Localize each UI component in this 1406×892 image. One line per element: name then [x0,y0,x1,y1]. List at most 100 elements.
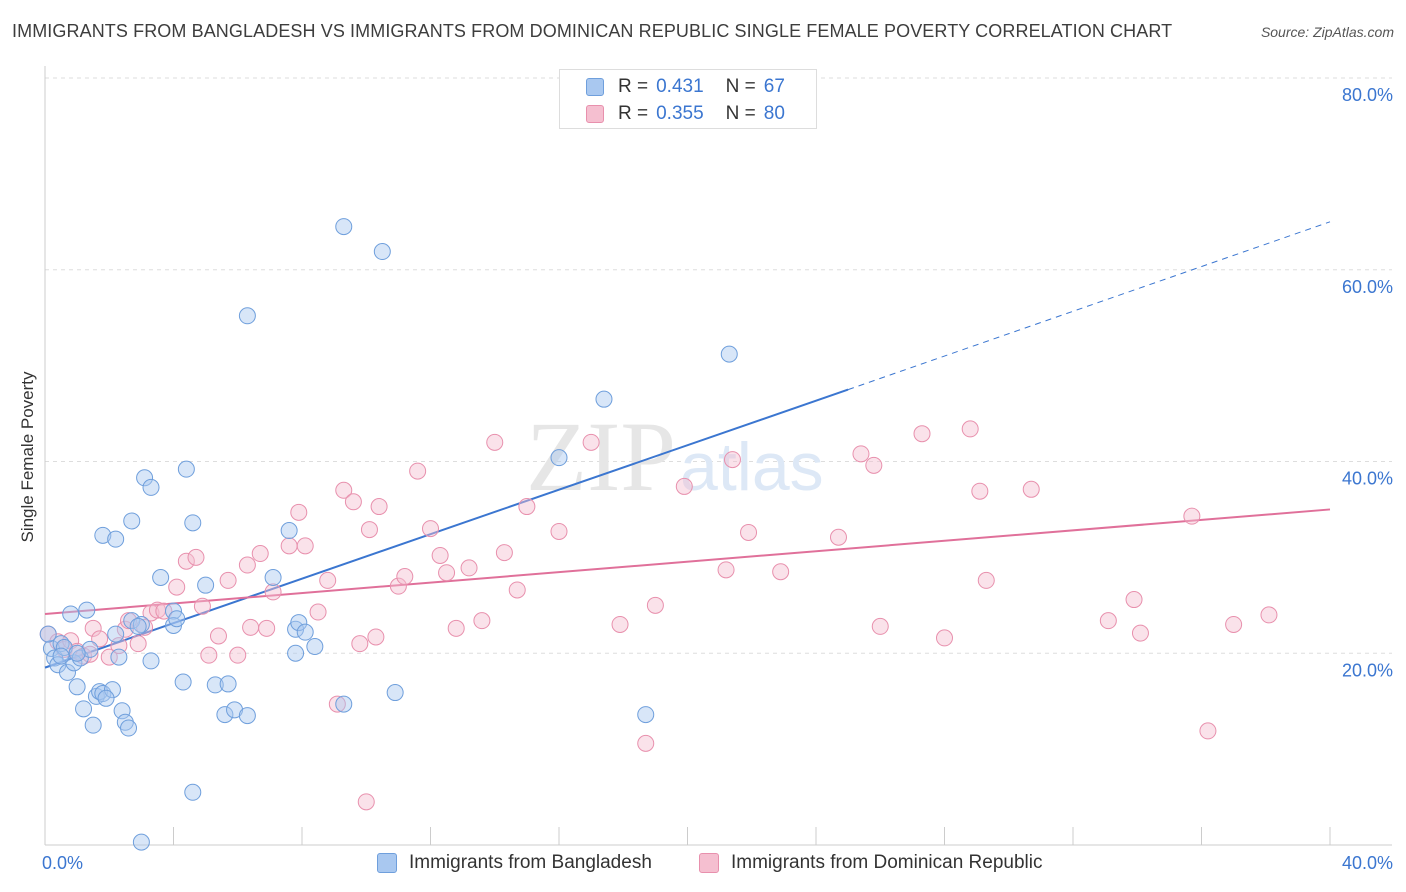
data-point-dominican [675,477,693,495]
data-point-bangladesh [123,512,141,530]
data-point-dominican [1131,624,1149,642]
data-point-bangladesh [280,522,298,540]
legend-item-dominican[interactable]: Immigrants from Dominican Republic [699,852,1043,874]
data-point-dominican [422,520,439,538]
data-point-bangladesh [103,681,121,699]
data-point-dominican [1199,722,1217,740]
data-point-bangladesh [78,601,96,619]
data-point-bangladesh [637,706,655,724]
data-point-dominican [550,522,568,540]
data-point-bangladesh [335,695,353,713]
stats-legend: R = 0.431 N = 67 R = 0.355 N = 80 [559,69,817,129]
data-point-bangladesh [197,576,215,594]
data-point-dominican [91,630,109,648]
legend-r-value: 0.355 [656,103,704,124]
data-point-bangladesh [177,460,195,478]
x-tick-label: 0.0% [42,853,83,873]
data-point-bangladesh [152,569,170,587]
data-point-bangladesh [287,644,305,662]
data-point-dominican [913,425,931,443]
y-tick-label: 40.0% [1342,469,1393,489]
data-point-dominican [431,546,449,564]
data-point-dominican [389,577,407,595]
data-point-dominican [193,597,211,615]
data-point-bangladesh [264,569,282,587]
data-point-bangladesh [94,526,112,544]
data-point-bangladesh [142,478,160,496]
data-point-dominican [865,456,883,474]
data-point-dominican [370,498,388,516]
data-point-dominican [280,537,298,555]
data-point-dominican [129,635,147,653]
data-point-dominican [611,615,629,633]
data-point-bangladesh [206,676,224,694]
watermark-atlas: atlas [680,429,824,505]
data-point-bangladesh [132,615,150,633]
data-point-dominican [409,462,427,480]
data-point-bangladesh [219,675,237,693]
x-tick-label: 40.0% [1342,853,1393,873]
data-point-dominican [518,498,536,516]
data-point-dominican [495,544,513,562]
data-point-dominican [508,581,526,599]
data-point-dominican [258,619,276,637]
data-point-dominican [1022,480,1040,498]
data-point-bangladesh [238,707,256,725]
series-legend: Immigrants from Bangladesh Immigrants fr… [0,852,1406,876]
data-point-dominican [977,571,995,589]
data-point-bangladesh [75,700,93,718]
data-point-dominican [81,645,99,663]
data-point-dominican [168,578,186,596]
data-point-dominican [360,521,378,539]
tick-labels: 20.0% 40.0% 60.0% 80.0% 0.0% 40.0% [42,85,1393,873]
data-point-bangladesh [84,716,102,734]
legend-item-bangladesh[interactable]: Immigrants from Bangladesh [377,852,652,874]
y-axis-title: Single Female Poverty [18,371,37,543]
data-point-dominican [100,648,118,666]
data-point-dominican [155,602,173,620]
y-tick-label: 20.0% [1342,660,1393,680]
data-point-bangladesh [132,833,150,851]
trend-line-bangladesh [44,388,849,669]
legend-swatch-blue [586,78,604,96]
data-point-dominican [296,537,314,555]
data-point-dominican [251,545,269,563]
axes [44,66,1392,846]
data-point-dominican [961,420,979,438]
data-point-dominican [582,433,600,451]
data-point-dominican [219,571,237,589]
watermark: ZIP atlas [526,401,824,512]
data-point-bangladesh [107,530,125,548]
data-point-dominican [209,627,227,645]
data-point-bangladesh [306,638,324,656]
data-point-bangladesh [296,623,314,641]
data-point-bangladesh [174,673,192,691]
legend-n-label: N = [725,76,756,97]
data-point-bangladesh [184,783,202,801]
data-point-dominican [238,556,256,574]
data-point-dominican [264,583,282,601]
data-point-dominican [351,635,369,653]
data-point-dominican [971,482,989,500]
legend-label: Immigrants from Dominican Republic [731,852,1043,873]
data-point-bangladesh [52,647,70,665]
data-point-dominican [829,528,847,546]
data-point-bangladesh [81,640,99,658]
data-point-bangladesh [116,713,134,731]
data-point-dominican [290,503,308,521]
data-point-dominican [116,620,134,638]
data-point-dominican [335,481,353,499]
data-point-bangladesh [216,706,234,724]
data-point-dominican [1260,606,1278,624]
data-point-bangladesh [595,390,613,408]
data-point-dominican [319,571,337,589]
legend-r-label: R = [618,76,649,97]
data-point-bangladesh [110,648,128,666]
data-point-bangladesh [550,449,568,467]
data-point-dominican [871,617,889,635]
data-point-dominican [242,618,260,636]
data-point-bangladesh [58,663,76,681]
data-point-dominican [772,563,790,581]
data-point-bangladesh [94,685,112,703]
